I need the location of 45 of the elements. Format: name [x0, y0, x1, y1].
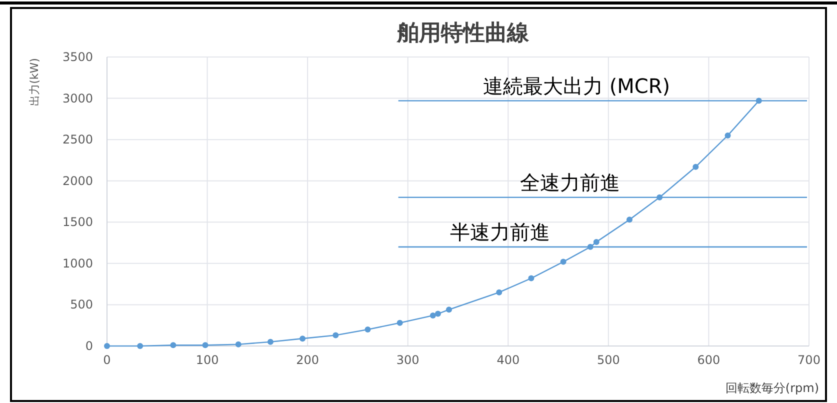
- y-tick-label: 3500: [62, 50, 93, 64]
- point: [724, 132, 731, 138]
- point: [267, 338, 274, 345]
- point: [756, 98, 762, 104]
- point: [446, 306, 452, 313]
- x-tick-label: 700: [798, 353, 820, 367]
- y-tick-label: 2000: [62, 174, 93, 188]
- y-tick-label: 1000: [62, 256, 93, 270]
- x-tick-label: 0: [103, 353, 111, 367]
- y-tick-label: 2500: [62, 132, 93, 147]
- point: [104, 343, 110, 349]
- x-tick-label: 500: [596, 353, 620, 367]
- x-tick-label: 300: [396, 353, 420, 367]
- y-tick-label: 500: [70, 298, 93, 312]
- ref-line-label: 連続最大出力 (MCR): [483, 74, 670, 98]
- point: [528, 275, 534, 282]
- point: [692, 164, 699, 170]
- point: [434, 310, 441, 317]
- point: [560, 258, 566, 265]
- point: [332, 332, 339, 338]
- x-tick-label: 100: [196, 353, 219, 367]
- point: [137, 343, 144, 349]
- point: [496, 289, 502, 296]
- y-tick-label: 0: [85, 339, 93, 353]
- x-axis-title: 回転数毎分(rpm): [725, 381, 819, 395]
- point: [202, 342, 208, 348]
- point: [235, 341, 242, 348]
- point: [656, 194, 663, 200]
- point: [170, 342, 176, 348]
- point: [626, 216, 632, 223]
- point: [430, 312, 436, 318]
- point: [593, 238, 600, 245]
- point: [364, 326, 371, 332]
- y-tick-label: 1500: [62, 215, 93, 230]
- chart-title: 舶用特性曲線: [396, 21, 530, 46]
- x-tick-label: 400: [496, 353, 520, 367]
- x-tick-label: 200: [296, 353, 320, 367]
- ref-line-label: 全速力前進: [520, 170, 620, 194]
- point: [587, 244, 594, 250]
- y-axis-title: 出力(kW): [28, 58, 41, 106]
- point: [396, 320, 403, 326]
- x-tick-label: 600: [697, 353, 720, 367]
- ref-line-label: 半速力前進: [450, 220, 550, 244]
- y-tick-label: 3000: [62, 91, 93, 106]
- point: [300, 336, 306, 342]
